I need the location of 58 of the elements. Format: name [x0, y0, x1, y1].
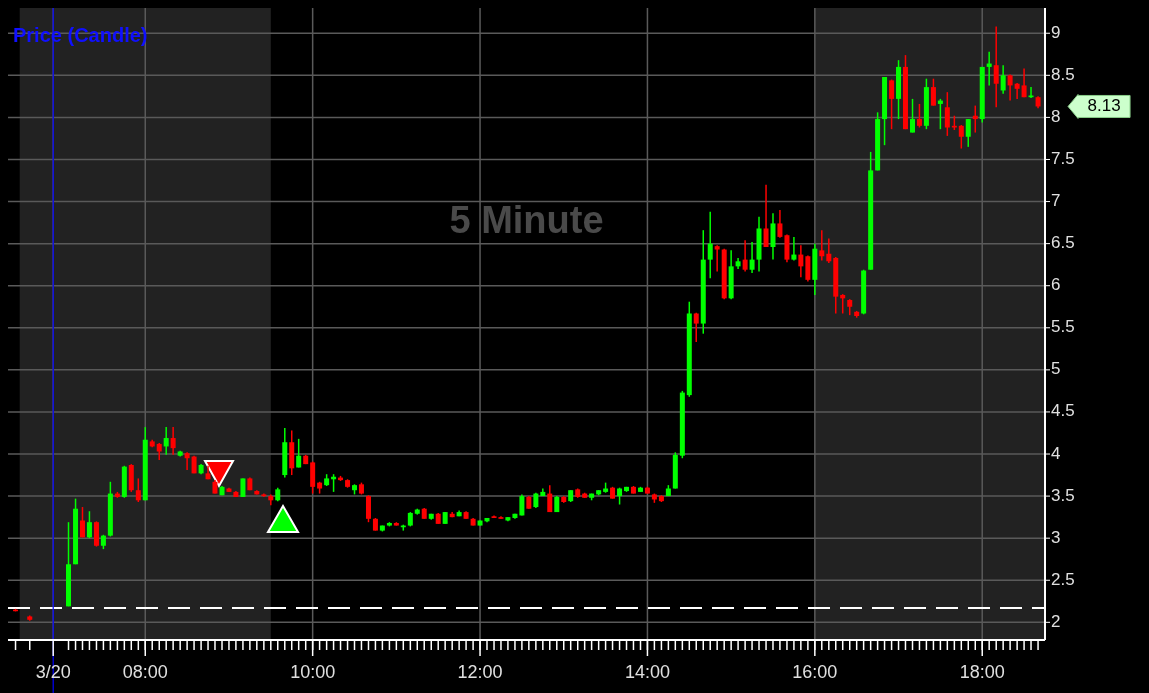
candlestick [135, 477, 141, 503]
x-tick-label: 10:00 [290, 662, 336, 682]
candlestick [707, 210, 713, 279]
y-tick-label: 8.5 [1051, 64, 1075, 84]
y-tick-label: 5 [1051, 359, 1061, 379]
candlestick [547, 484, 553, 513]
candlestick [79, 506, 85, 539]
y-tick-label: 8 [1051, 106, 1061, 126]
candlestick [1014, 82, 1020, 100]
candlestick [749, 241, 755, 274]
candlestick [770, 212, 776, 261]
y-tick-label: 2.5 [1051, 569, 1075, 589]
candlestick [826, 237, 832, 264]
y-tick-label: 6.5 [1051, 233, 1075, 253]
candlestick [958, 124, 964, 150]
y-tick-label: 3 [1051, 527, 1061, 547]
candlestick [93, 520, 99, 548]
text: 5 Minute [449, 199, 604, 242]
candlestick [1021, 67, 1027, 98]
candlestick [1000, 64, 1006, 95]
y-tick-label: 3.5 [1051, 485, 1075, 505]
candlestick [86, 510, 92, 539]
y-tick-label: 6 [1051, 275, 1061, 295]
candlestick [365, 494, 371, 523]
candlestick [798, 244, 804, 279]
y-tick-label: 4.5 [1051, 401, 1075, 421]
candlestick [1007, 73, 1013, 102]
candlestick [944, 91, 950, 137]
candlestick [916, 103, 922, 129]
candlestick [805, 254, 811, 283]
y-tick-label: 9 [1051, 22, 1061, 42]
y-tick-label: 7.5 [1051, 148, 1075, 168]
candlestick [889, 78, 895, 130]
candlestick [993, 25, 999, 109]
candlestick [714, 244, 720, 273]
candlestick [742, 239, 748, 273]
annotation: 8.13 [1087, 95, 1121, 115]
x-tick-label: 14:00 [624, 662, 670, 682]
candlestick [777, 209, 783, 239]
candlestick [170, 426, 176, 456]
x-tick-label: 16:00 [792, 662, 838, 682]
y-tick-label: 5.5 [1051, 317, 1075, 337]
candlestick [910, 98, 916, 134]
candlestick [163, 426, 169, 456]
x-tick-label: 18:00 [959, 662, 1005, 682]
candlestick [763, 183, 769, 248]
candlestick [693, 311, 699, 343]
x-tick-label: 12:00 [457, 662, 503, 682]
candlestick [240, 477, 246, 498]
candlestick [930, 77, 936, 107]
candlestick [819, 229, 825, 262]
y-tick-label: 7 [1051, 191, 1061, 211]
candlestick [965, 118, 971, 148]
x-tick-label: 08:00 [122, 662, 168, 682]
candlestick [296, 438, 302, 469]
candlestick [184, 451, 190, 471]
y-tick-label: 4 [1051, 443, 1061, 463]
y-tick-label: 2 [1051, 611, 1061, 631]
